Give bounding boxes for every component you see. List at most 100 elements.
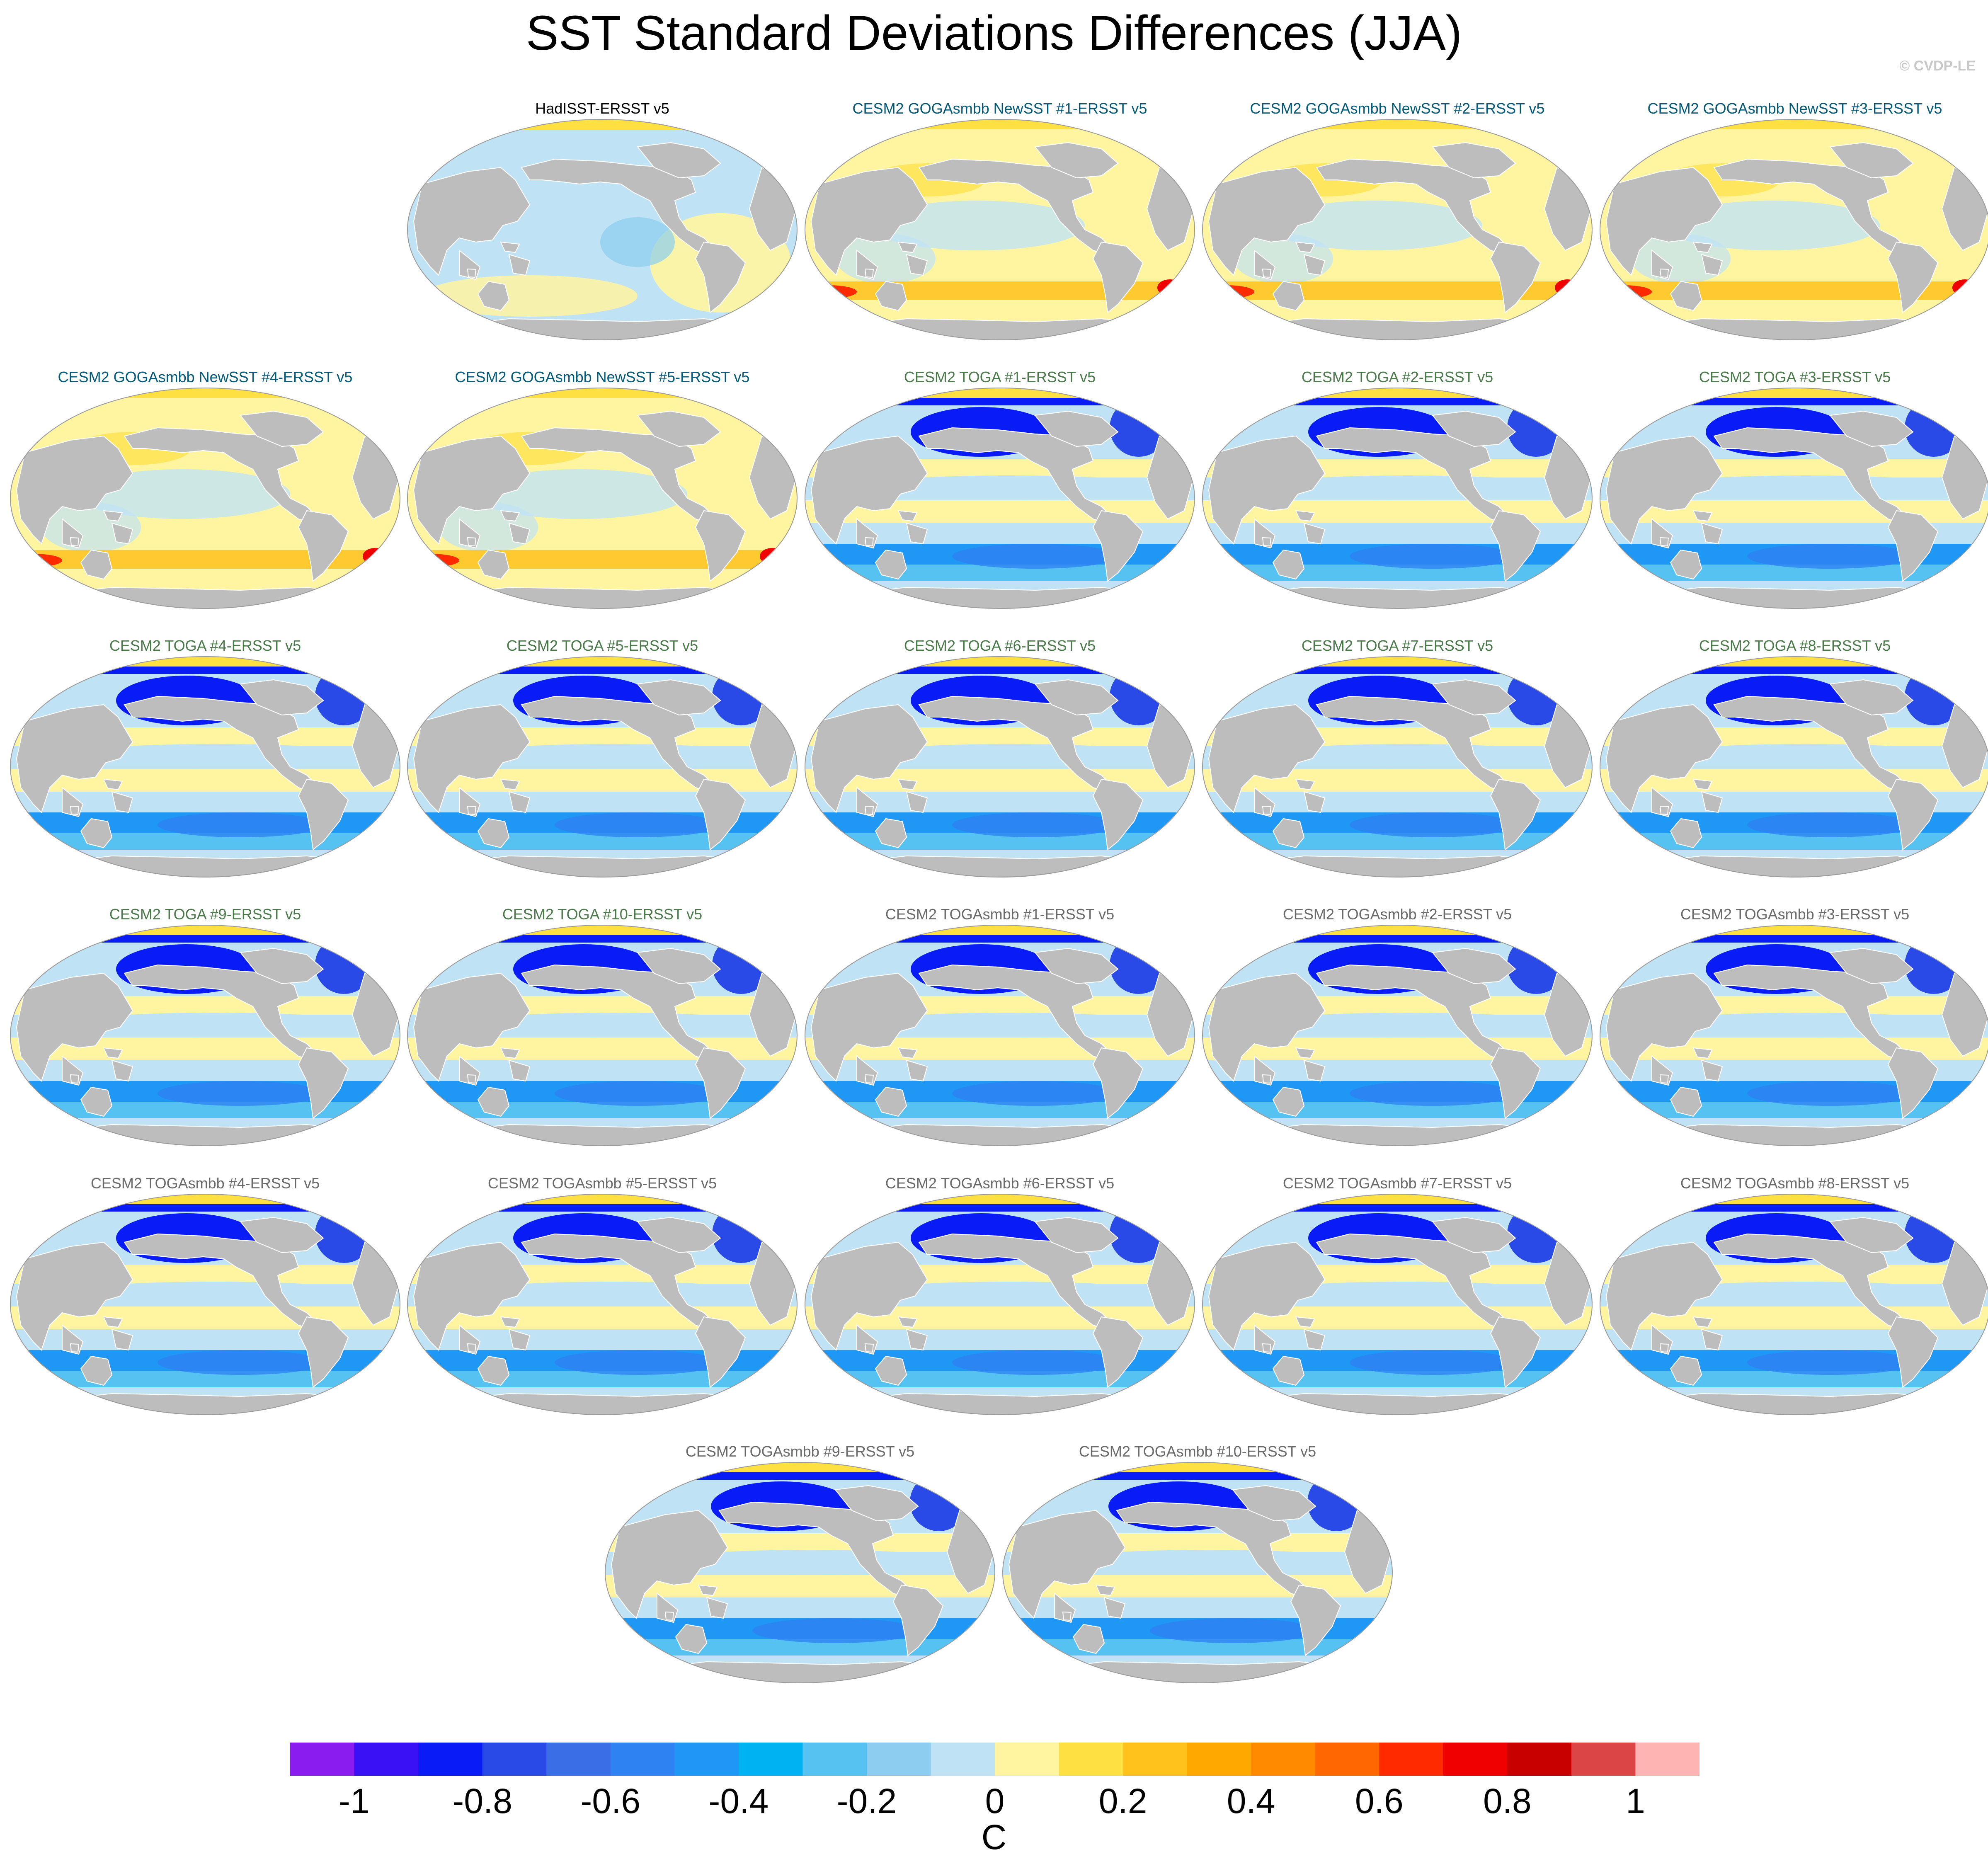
map-panel: CESM2 TOGAsmbb #9-ERSST v5 <box>603 1442 997 1699</box>
map-panel-title: CESM2 GOGAsmbb NewSST #5-ERSST v5 <box>455 368 750 385</box>
map-panel: CESM2 GOGAsmbb NewSST #1-ERSST v5 <box>803 99 1197 356</box>
colorbar-swatch <box>610 1743 675 1776</box>
map-panel: CESM2 TOGA #2-ERSST v5 <box>1200 368 1594 625</box>
map-globe <box>1600 1194 1988 1415</box>
map-globe <box>10 925 400 1146</box>
colorbar-swatch <box>290 1743 355 1776</box>
map-panel: CESM2 TOGAsmbb #7-ERSST v5 <box>1200 1174 1594 1431</box>
colorbar-swatch <box>995 1743 1059 1776</box>
colorbar-swatch <box>1379 1743 1444 1776</box>
map-globe <box>1600 925 1988 1146</box>
map-panel-title: CESM2 TOGAsmbb #2-ERSST v5 <box>1283 906 1512 923</box>
map-panel: CESM2 TOGA #1-ERSST v5 <box>803 368 1197 625</box>
map-panel-title: CESM2 TOGA #4-ERSST v5 <box>109 637 301 654</box>
colorbar-swatch <box>802 1743 867 1776</box>
map-globe <box>407 1194 798 1415</box>
map-panel: CESM2 TOGA #9-ERSST v5 <box>8 905 402 1162</box>
map-panel: CESM2 TOGA #6-ERSST v5 <box>803 637 1197 894</box>
colorbar-tick-label: -0.6 <box>580 1782 641 1820</box>
map-panel-title: CESM2 GOGAsmbb NewSST #4-ERSST v5 <box>58 368 353 385</box>
map-globe <box>1202 119 1593 340</box>
credit-label: © CVDP-LE <box>1899 58 1976 74</box>
colorbar-tick-label: -0.2 <box>836 1782 897 1820</box>
map-panel: CESM2 TOGAsmbb #10-ERSST v5 <box>1001 1442 1394 1699</box>
colorbar-tick-label: 0 <box>985 1782 1005 1820</box>
colorbar-swatch <box>674 1743 739 1776</box>
page-title: SST Standard Deviations Differences (JJA… <box>526 6 1462 61</box>
map-globe <box>1600 388 1988 609</box>
map-panel: CESM2 TOGA #8-ERSST v5 <box>1598 637 1988 894</box>
map-globe <box>1002 1462 1393 1683</box>
map-panel-title: CESM2 TOGA #6-ERSST v5 <box>904 637 1096 654</box>
colorbar-swatch <box>931 1743 995 1776</box>
colorbar-tick-label: 0.2 <box>1098 1782 1147 1820</box>
map-panel-title: CESM2 TOGA #3-ERSST v5 <box>1699 368 1891 385</box>
colorbar-swatch <box>354 1743 419 1776</box>
map-globe <box>407 119 798 340</box>
map-panel-title: CESM2 TOGA #8-ERSST v5 <box>1699 637 1891 654</box>
map-panel-title: CESM2 GOGAsmbb NewSST #1-ERSST v5 <box>852 100 1147 117</box>
map-globe <box>805 388 1195 609</box>
colorbar-tick-label: -0.4 <box>708 1782 769 1820</box>
map-globe <box>1202 656 1593 877</box>
map-panel: CESM2 TOGA #7-ERSST v5 <box>1200 637 1594 894</box>
map-globe <box>805 1194 1195 1415</box>
map-panel-title: CESM2 TOGA #10-ERSST v5 <box>502 906 703 923</box>
map-panel: CESM2 TOGA #5-ERSST v5 <box>405 637 799 894</box>
map-panel: CESM2 TOGA #4-ERSST v5 <box>8 637 402 894</box>
map-globe <box>805 925 1195 1146</box>
colorbar-swatch <box>418 1743 483 1776</box>
map-panel: CESM2 TOGAsmbb #4-ERSST v5 <box>8 1174 402 1431</box>
map-globe <box>10 1194 400 1415</box>
colorbar-tick-label: 0.8 <box>1483 1782 1532 1820</box>
map-panel: CESM2 TOGAsmbb #6-ERSST v5 <box>803 1174 1197 1431</box>
map-panel: CESM2 TOGAsmbb #1-ERSST v5 <box>803 905 1197 1162</box>
map-panel: CESM2 TOGAsmbb #3-ERSST v5 <box>1598 905 1988 1162</box>
map-panel: CESM2 GOGAsmbb NewSST #2-ERSST v5 <box>1200 99 1594 356</box>
colorbar-swatch <box>866 1743 931 1776</box>
map-globe <box>407 388 798 609</box>
map-panel-title: CESM2 TOGAsmbb #3-ERSST v5 <box>1680 906 1910 923</box>
map-globe <box>805 119 1195 340</box>
map-globe <box>1202 1194 1593 1415</box>
map-globe <box>10 388 400 609</box>
map-globe <box>1600 656 1988 877</box>
colorbar-swatch <box>1635 1743 1699 1776</box>
map-panel: CESM2 GOGAsmbb NewSST #3-ERSST v5 <box>1598 99 1988 356</box>
map-panel-title: CESM2 TOGA #7-ERSST v5 <box>1301 637 1493 654</box>
colorbar-units: C <box>981 1818 1007 1857</box>
map-panel: CESM2 GOGAsmbb NewSST #5-ERSST v5 <box>405 368 799 625</box>
map-globe <box>1202 388 1593 609</box>
map-panel: CESM2 GOGAsmbb NewSST #4-ERSST v5 <box>8 368 402 625</box>
colorbar-swatch <box>1123 1743 1188 1776</box>
colorbar-swatch <box>546 1743 611 1776</box>
colorbar-swatch <box>738 1743 803 1776</box>
colorbar-tick-label: 0.4 <box>1227 1782 1275 1820</box>
map-panel: CESM2 TOGA #10-ERSST v5 <box>405 905 799 1162</box>
map-panel-title: CESM2 TOGAsmbb #9-ERSST v5 <box>685 1443 915 1460</box>
map-panel-title: CESM2 TOGAsmbb #5-ERSST v5 <box>487 1175 717 1192</box>
colorbar-swatch <box>1507 1743 1572 1776</box>
map-panel-title: HadISST-ERSST v5 <box>535 100 669 117</box>
map-panel-title: CESM2 TOGAsmbb #6-ERSST v5 <box>885 1175 1115 1192</box>
map-panel: CESM2 TOGA #3-ERSST v5 <box>1598 368 1988 625</box>
map-globe <box>407 656 798 877</box>
colorbar-tick-label: 0.6 <box>1355 1782 1404 1820</box>
colorbar-tick-label: -0.8 <box>452 1782 512 1820</box>
map-globe <box>407 925 798 1146</box>
map-panel-title: CESM2 TOGAsmbb #10-ERSST v5 <box>1079 1443 1316 1460</box>
colorbar-swatch <box>482 1743 547 1776</box>
map-panel: CESM2 TOGAsmbb #8-ERSST v5 <box>1598 1174 1988 1431</box>
colorbar-tick-labels: -1 -0.8 -0.6 -0.4 -0.2 0 0.2 0.4 0.6 0.8 1 <box>290 1778 1699 1824</box>
colorbar-swatch <box>1443 1743 1508 1776</box>
map-panel-title: CESM2 GOGAsmbb NewSST #3-ERSST v5 <box>1647 100 1942 117</box>
map-panel: CESM2 TOGAsmbb #5-ERSST v5 <box>405 1174 799 1431</box>
map-panel-title: CESM2 TOGAsmbb #4-ERSST v5 <box>90 1175 320 1192</box>
map-panel-title: CESM2 TOGA #1-ERSST v5 <box>904 368 1096 385</box>
map-panel: CESM2 TOGAsmbb #2-ERSST v5 <box>1200 905 1594 1162</box>
map-panel-title: CESM2 TOGA #2-ERSST v5 <box>1301 368 1493 385</box>
map-panel-title: CESM2 TOGAsmbb #1-ERSST v5 <box>885 906 1115 923</box>
map-globe <box>10 656 400 877</box>
colorbar-tick-label: -1 <box>339 1782 370 1820</box>
map-panel-title: CESM2 TOGAsmbb #8-ERSST v5 <box>1680 1175 1910 1192</box>
